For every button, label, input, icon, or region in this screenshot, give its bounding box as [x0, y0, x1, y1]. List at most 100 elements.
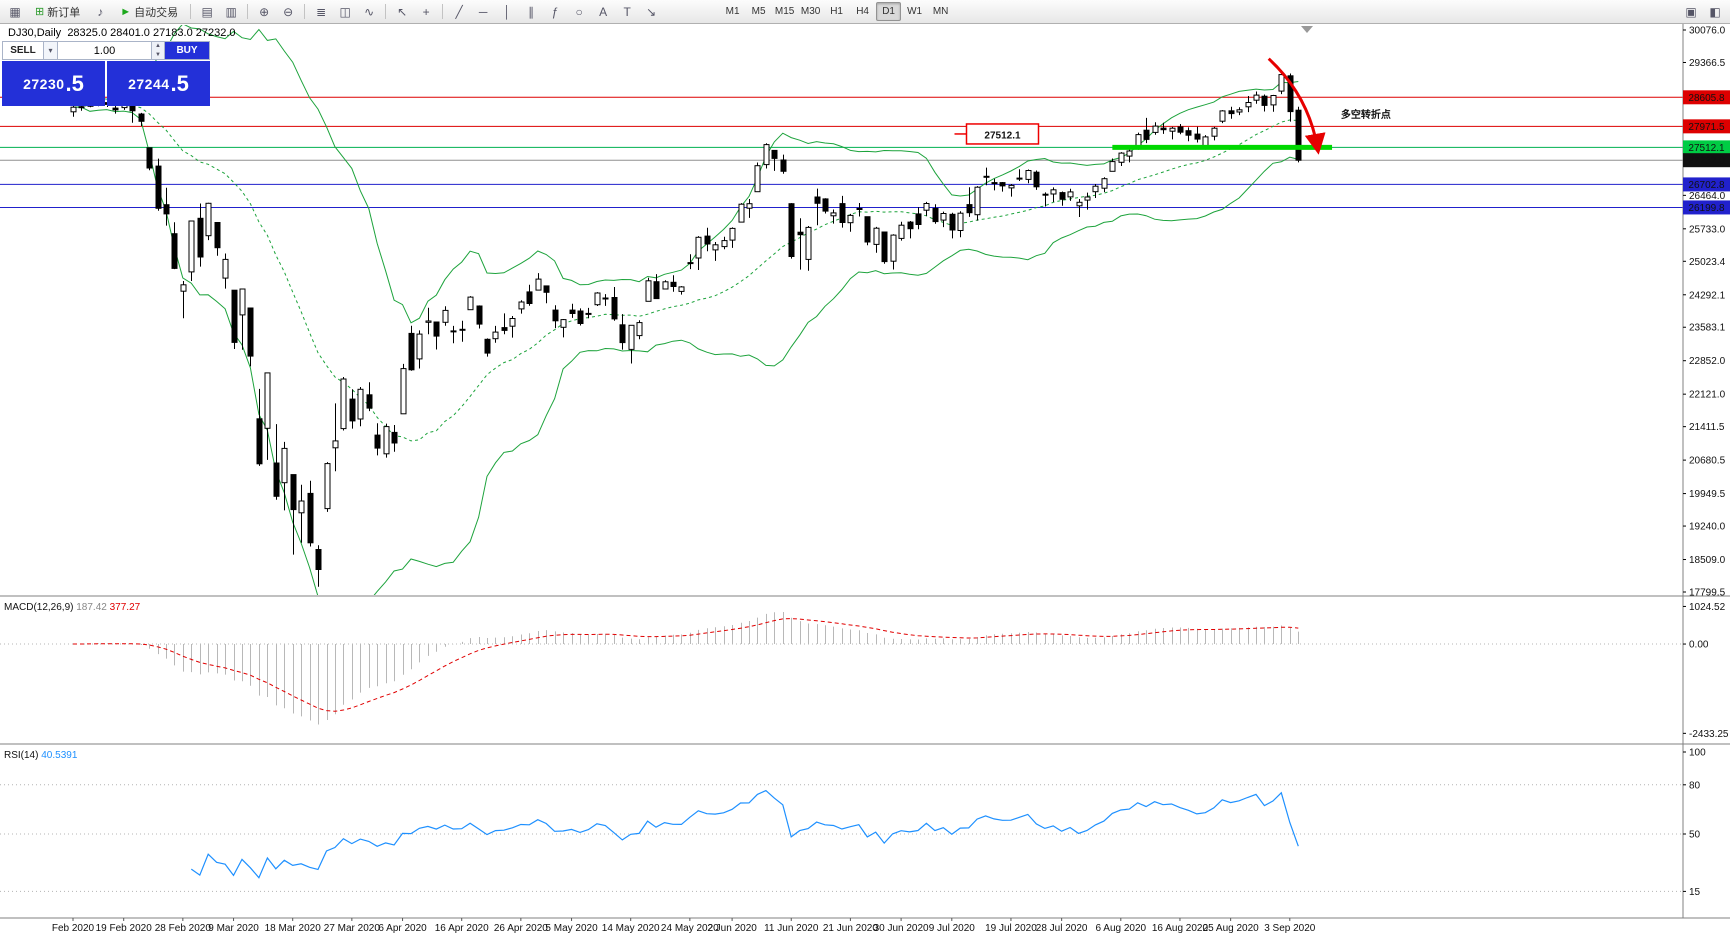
line-chart-icon[interactable]: ∿ [364, 4, 375, 19]
sell-price-main: 27230 [23, 75, 65, 92]
chart-title: DJ30,Daily 28325.0 28401.0 27183.0 27232… [8, 27, 236, 39]
svg-text:28 Feb 2020: 28 Feb 2020 [155, 923, 212, 934]
timeframe-button-w1[interactable]: W1 [907, 6, 923, 17]
new-order-button[interactable]: ⊞ 新订单 [28, 2, 87, 22]
horizontal-line-icon[interactable]: ─ [478, 4, 488, 19]
crosshair-icon[interactable]: + [422, 4, 430, 19]
rsi-line [190, 789, 1299, 879]
timeframe-button-m5[interactable]: M5 [751, 6, 766, 17]
svg-text:18 Mar 2020: 18 Mar 2020 [265, 923, 322, 934]
svg-text:24292.1: 24292.1 [1689, 290, 1726, 301]
price-scale: 30076.0 29366.5 26464.0 25733.0 25023.4 24292… [1683, 26, 1730, 898]
autotrading-button-label: 自动交易 [134, 6, 179, 19]
price-badge-support [1683, 200, 1730, 215]
toolbar-separator [385, 4, 387, 19]
cursor-icon[interactable]: ↖ [397, 4, 408, 19]
timeframe-button-d1[interactable]: D1 [876, 2, 902, 21]
quote-panels: 27230.5 27244.5 [2, 61, 210, 106]
svg-text:6 Apr 2020: 6 Apr 2020 [378, 923, 427, 934]
svg-text:23583.1: 23583.1 [1689, 323, 1726, 334]
bollinger-upper-band [72, 25, 1299, 324]
svg-text:3 Sep 2020: 3 Sep 2020 [1264, 923, 1316, 934]
bar-chart-icon[interactable]: ≣ [316, 4, 327, 19]
price-badge-resistance [1683, 119, 1730, 134]
macd-label: MACD(12,26,9) 187.42 377.27 [4, 602, 141, 613]
candlestick-series [70, 70, 1302, 587]
zoom-in-icon[interactable]: ⊕ [259, 4, 270, 19]
volume-field-wrap [58, 42, 152, 59]
data-window-icon[interactable]: ▣ [1685, 4, 1697, 19]
svg-text:15: 15 [1689, 887, 1701, 898]
order-type-caret-icon[interactable]: ▾ [44, 42, 58, 59]
volume-down-icon[interactable]: ▼ [152, 50, 164, 59]
timeframe-button-m15[interactable]: M15 [774, 6, 795, 17]
timeframe-toolbar: M1 M5 M15 M30 H1 H4 D1 W1 MN [720, 2, 953, 21]
svg-text:19 Feb 2020: 19 Feb 2020 [96, 923, 153, 934]
timeframe-button-h4[interactable]: H4 [856, 6, 869, 17]
timeframe-button-m30[interactable]: M30 [800, 6, 821, 17]
volume-input[interactable] [58, 44, 151, 57]
chart-shift-marker-icon[interactable] [1301, 26, 1313, 33]
trendline-icon[interactable]: ╱ [455, 4, 463, 19]
tile-windows-icon[interactable]: ▤ [201, 4, 213, 19]
svg-text:25023.4: 25023.4 [1689, 257, 1726, 268]
svg-text:20680.5: 20680.5 [1689, 456, 1726, 467]
svg-text:2 Jun 2020: 2 Jun 2020 [707, 923, 757, 934]
timeframe-button-m1[interactable]: M1 [725, 6, 740, 17]
price-badge-resistance [1683, 90, 1730, 105]
volume-up-icon[interactable]: ▲ [152, 42, 164, 51]
svg-text:19240.0: 19240.0 [1689, 522, 1726, 533]
svg-text:26199.8: 26199.8 [1688, 203, 1725, 214]
new-order-icon: ⊞ [35, 6, 45, 18]
fibonacci-icon[interactable]: ƒ [551, 4, 559, 19]
svg-text:9 Jul 2020: 9 Jul 2020 [929, 923, 976, 934]
text-label-icon[interactable]: T [623, 4, 631, 19]
sell-quote-panel[interactable]: 27230.5 [2, 61, 105, 106]
buy-button[interactable]: BUY [165, 42, 209, 59]
toolbar-separator [442, 4, 444, 19]
svg-text:30 Jun 2020: 30 Jun 2020 [874, 923, 929, 934]
svg-text:5 May 2020: 5 May 2020 [545, 923, 598, 934]
symbol-period-label: DJ30,Daily [8, 27, 62, 39]
price-callout-box[interactable] [965, 123, 1040, 145]
autotrading-button[interactable]: ► 自动交易 [113, 2, 185, 22]
pivot-note-text[interactable]: 多空转折点 [1341, 108, 1391, 121]
downtrend-arrow[interactable] [1267, 57, 1326, 155]
vertical-line-icon[interactable]: │ [503, 4, 511, 19]
rsi-label: RSI(14) 40.5391 [4, 750, 78, 761]
chart-window-icon[interactable]: ▦ [9, 4, 21, 19]
macd-signal-line [73, 618, 1299, 712]
svg-text:9 Mar 2020: 9 Mar 2020 [208, 923, 259, 934]
ohlc-values: 28325.0 28401.0 27183.0 27232.0 [67, 27, 236, 39]
channel-icon[interactable]: ∥ [528, 4, 535, 19]
text-icon[interactable]: A [599, 4, 608, 19]
macd-pane [73, 612, 1299, 725]
toolbar: ▦ ⊞ 新订单 ♪ ► 自动交易 ▤ ▥ ⊕ ⊖ ≣ ◫ ∿ ↖ + ╱ ─ │ ∥ ƒ ○ A T ↘ M1 M5 M15 M30 H… [0, 0, 1730, 24]
trade-panel-controls: SELL ▾ ▲ ▼ BUY [2, 41, 210, 60]
sell-button[interactable]: SELL [3, 42, 44, 59]
svg-text:25 Aug 2020: 25 Aug 2020 [1203, 923, 1260, 934]
svg-text:28 Jul 2020: 28 Jul 2020 [1036, 923, 1088, 934]
timeframe-button-h1[interactable]: H1 [830, 6, 843, 17]
sound-icon[interactable]: ♪ [97, 4, 104, 19]
sell-price-pips: .5 [65, 70, 84, 96]
candlestick-chart-icon[interactable]: ◫ [339, 4, 351, 19]
timeframe-button-mn[interactable]: MN [932, 6, 949, 17]
svg-text:0.00: 0.00 [1689, 640, 1709, 651]
svg-text:50: 50 [1689, 830, 1701, 841]
svg-text:27 Mar 2020: 27 Mar 2020 [324, 923, 381, 934]
cascade-windows-icon[interactable]: ▥ [225, 4, 237, 19]
svg-text:27232.0: 27232.0 [1688, 156, 1725, 167]
volume-spinner: ▲ ▼ [152, 42, 165, 59]
zoom-out-icon[interactable]: ⊖ [283, 4, 294, 19]
arrows-icon[interactable]: ↘ [646, 4, 657, 19]
buy-quote-panel[interactable]: 27244.5 [107, 61, 210, 106]
svg-text:18509.0: 18509.0 [1689, 555, 1726, 566]
navigator-icon[interactable]: ◧ [1709, 4, 1721, 19]
shapes-icon[interactable]: ○ [575, 4, 583, 19]
svg-text:16 Aug 2020: 16 Aug 2020 [1152, 923, 1209, 934]
svg-text:16 Apr 2020: 16 Apr 2020 [435, 923, 489, 934]
main-price-pane: 27512.1 多空转折点 [0, 25, 1683, 595]
